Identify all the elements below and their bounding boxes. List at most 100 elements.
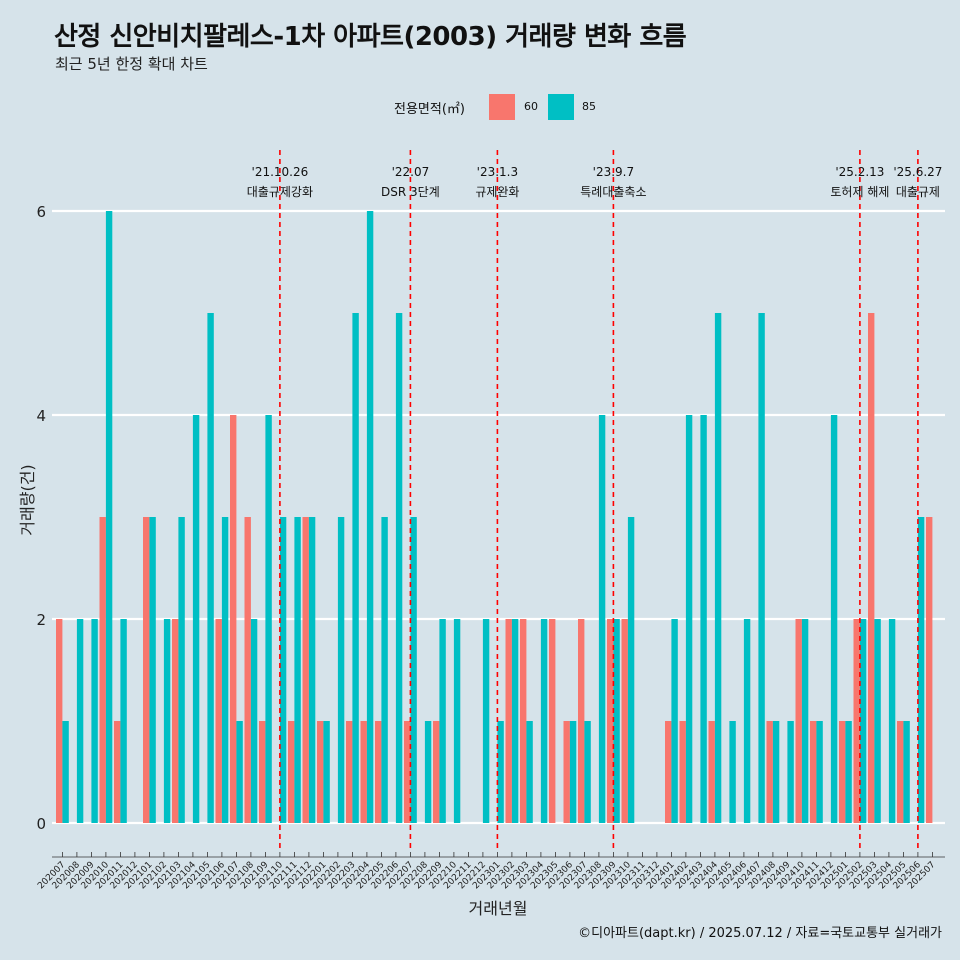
bar-85-202408: [772, 721, 780, 823]
bar-60-202111: [288, 721, 295, 823]
bar-85-202504: [888, 619, 896, 823]
bar-85-202401: [671, 619, 678, 823]
annotation-date-202301: '23.1.3: [477, 165, 518, 179]
bar-60-202108: [244, 517, 251, 823]
bar-60-202011: [114, 721, 121, 823]
bar-85-202502: [859, 619, 867, 823]
annotation-label-202502: 토허제 해제: [830, 185, 889, 199]
legend-swatch-85: [548, 94, 574, 120]
bar-85-202407: [758, 313, 765, 823]
bar-85-202302: [511, 619, 519, 823]
annotation-date-202110: '21.10.26: [252, 165, 309, 179]
bar-85-202105: [207, 313, 214, 823]
bar-60-202209: [433, 721, 440, 823]
bar-60-202302: [505, 619, 512, 823]
bar-60-202101: [143, 517, 150, 823]
annotation-date-202207: '22.07: [392, 165, 430, 179]
annotation-label-202110: 대출규제강화: [247, 185, 313, 199]
bar-60-202201: [317, 721, 324, 823]
bar-60-202507: [926, 517, 933, 823]
bar-85-202108: [250, 619, 258, 823]
bar-85-202503: [874, 619, 881, 823]
legend-swatch-60: [489, 94, 515, 120]
bar-85-202303: [526, 721, 533, 823]
bar-85-202406: [743, 619, 751, 823]
bar-85-202207: [410, 517, 417, 823]
bar-85-202404: [714, 313, 722, 823]
bar-60-202505: [897, 721, 904, 823]
bar-60-202007: [56, 619, 63, 823]
bar-85-202111: [294, 517, 301, 823]
bar-85-202205: [381, 517, 388, 823]
chart-subtitle: 최근 5년 한정 확대 차트: [55, 55, 208, 73]
bar-85-202307: [584, 721, 591, 823]
bar-60-202503: [868, 313, 875, 823]
annotation-date-202506: '25.6.27: [893, 165, 942, 179]
bar-60-202109: [259, 721, 266, 823]
annotation-label-202506: 대출규제: [896, 185, 940, 199]
bar-85-202101: [149, 517, 156, 823]
annotation-date-202309: '23.9.7: [593, 165, 634, 179]
bar-85-202505: [903, 721, 910, 823]
annotation-date-202502: '25.2.13: [835, 165, 884, 179]
bar-85-202203: [352, 313, 359, 823]
bar-60-202402: [679, 721, 686, 823]
annotation-label-202207: DSR 3단계: [381, 185, 440, 199]
bar-85-202206: [395, 313, 403, 823]
bar-85-202304: [540, 619, 548, 823]
bar-60-202501: [839, 721, 846, 823]
legend-label-85: 85: [582, 100, 596, 113]
bar-85-202103: [178, 517, 185, 823]
bar-85-202409: [787, 721, 794, 823]
bar-85-202410: [801, 619, 809, 823]
bar-85-202309: [613, 619, 620, 823]
bar-85-202506: [917, 517, 925, 823]
bar-60-202103: [172, 619, 179, 823]
bar-60-202205: [375, 721, 382, 823]
bar-85-202107: [236, 721, 243, 823]
chart-title: 산정 신안비치팔레스-1차 아파트(2003) 거래량 변화 흐름: [54, 22, 687, 52]
bar-85-202011: [120, 619, 127, 823]
bar-60-202306: [563, 721, 570, 823]
bar-60-202309: [607, 619, 614, 823]
bar-85-202010: [105, 211, 113, 823]
bar-60-202203: [346, 721, 353, 823]
bar-85-202204: [366, 211, 374, 823]
bar-85-202402: [685, 415, 693, 823]
bar-60-202411: [810, 721, 817, 823]
bar-85-202301: [497, 721, 504, 823]
bar-60-202307: [578, 619, 585, 823]
bar-85-202109: [265, 415, 272, 823]
bar-85-202106: [221, 517, 229, 823]
chart-caption: ©디아파트(dapt.kr) / 2025.07.12 / 자료=국토교통부 실…: [578, 926, 942, 941]
y-tick-label: 0: [36, 815, 46, 833]
bar-85-202201: [323, 721, 330, 823]
bar-85-202403: [700, 415, 707, 823]
annotation-label-202301: 규제완화: [475, 185, 519, 199]
bar-60-202502: [853, 619, 860, 823]
bar-60-202303: [520, 619, 527, 823]
bar-60-202107: [230, 415, 237, 823]
bar-85-202306: [569, 721, 577, 823]
bar-85-202212: [482, 619, 490, 823]
y-tick-label: 2: [36, 611, 46, 629]
bar-60-202106: [215, 619, 222, 823]
bar-60-202207: [404, 721, 411, 823]
x-axis-title: 거래년월: [469, 899, 528, 918]
bar-60-202404: [708, 721, 715, 823]
bar-85-202308: [598, 415, 606, 823]
annotation-label-202309: 특례대출축소: [580, 185, 646, 199]
bar-60-202204: [360, 721, 367, 823]
legend: 전용면적(㎡) 60 85: [0, 94, 960, 120]
bar-60-202401: [665, 721, 672, 823]
legend-label-60: 60: [524, 100, 538, 113]
bar-60-202010: [99, 517, 106, 823]
bar-60-202305: [549, 619, 556, 823]
bar-85-202007: [62, 721, 69, 823]
bar-85-202209: [439, 619, 446, 823]
bar-85-202104: [192, 415, 200, 823]
bar-60-202410: [795, 619, 802, 823]
bar-85-202310: [627, 517, 635, 823]
